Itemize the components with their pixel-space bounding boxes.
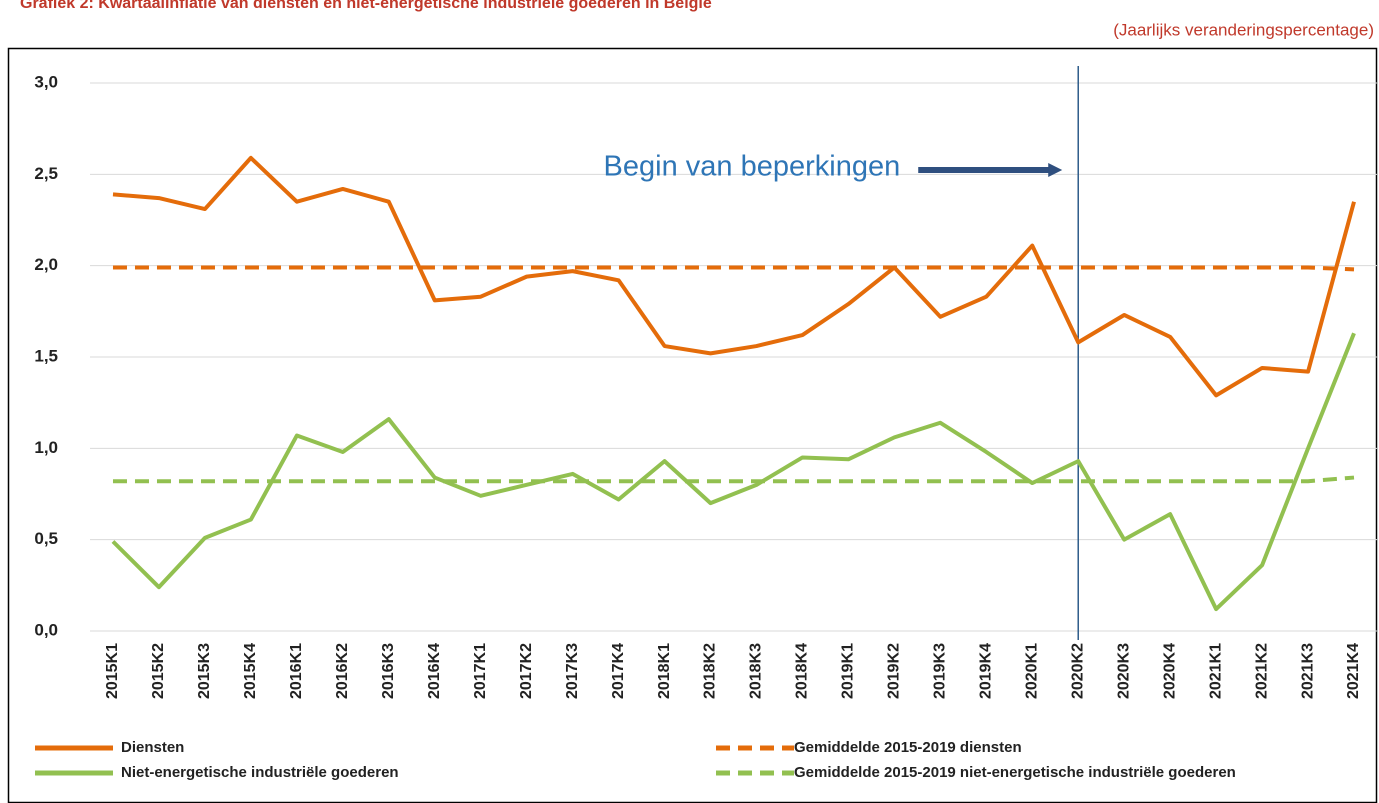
- x-tick-label: 2015K1: [104, 643, 121, 699]
- y-tick-label: 2,0: [34, 255, 58, 274]
- annotation-arrowhead: [1048, 163, 1063, 177]
- average-line: [112, 265, 1355, 272]
- y-tick-label: 0,0: [34, 620, 58, 639]
- x-tick-label: 2017K3: [564, 643, 581, 699]
- series-line: [111, 332, 1356, 612]
- chart-title: Grafiek 2: Kwartaalinflatie van diensten…: [20, 0, 712, 12]
- x-tick-label: 2018K3: [748, 643, 765, 699]
- x-tick-label: 2021K2: [1253, 643, 1270, 699]
- y-tick-label: 0,5: [34, 529, 58, 548]
- legend-label: Niet-energetische industriële goederen: [121, 764, 399, 781]
- x-tick-label: 2017K4: [610, 643, 627, 699]
- x-tick-label: 2019K4: [978, 643, 995, 699]
- y-tick-label: 3,0: [34, 72, 58, 91]
- x-tick-label: 2015K3: [196, 643, 213, 699]
- y-tick-label: 1,0: [34, 438, 58, 457]
- x-tick-label: 2016K2: [334, 643, 351, 699]
- chart-subtitle: (Jaarlijks veranderingspercentage): [1113, 20, 1374, 39]
- annotation: Begin van beperkingen: [604, 151, 901, 183]
- x-tick-label: 2021K1: [1207, 643, 1224, 699]
- legend-label: Diensten: [121, 739, 184, 756]
- x-tick-label: 2019K3: [932, 643, 949, 699]
- x-tick-label: 2018K1: [656, 643, 673, 699]
- legend-label: Gemiddelde 2015-2019 diensten: [794, 739, 1022, 756]
- x-tick-label: 2018K2: [702, 643, 719, 699]
- x-tick-label: 2016K3: [380, 643, 397, 699]
- series-line: [112, 155, 1356, 398]
- x-tick-label: 2015K2: [150, 643, 167, 699]
- x-tick-label: 2021K4: [1345, 643, 1362, 699]
- x-tick-label: 2020K2: [1069, 643, 1086, 699]
- x-tick-label: 2017K2: [518, 643, 535, 699]
- x-tick-label: 2016K1: [288, 643, 305, 699]
- x-tick-label: 2017K1: [472, 643, 489, 699]
- y-tick-label: 1,5: [34, 346, 58, 365]
- x-tick-label: 2020K1: [1023, 643, 1040, 699]
- x-tick-label: 2020K4: [1161, 643, 1178, 699]
- average-line: [112, 475, 1355, 484]
- legend-label: Gemiddelde 2015-2019 niet-energetische i…: [794, 764, 1236, 781]
- x-tick-label: 2019K2: [886, 643, 903, 699]
- x-tick-label: 2021K3: [1299, 643, 1316, 699]
- x-tick-label: 2020K3: [1115, 643, 1132, 699]
- y-tick-label: 2,5: [34, 164, 58, 183]
- x-tick-label: 2016K4: [426, 643, 443, 699]
- x-tick-label: 2019K1: [840, 643, 857, 699]
- x-tick-label: 2015K4: [242, 643, 259, 699]
- x-tick-label: 2018K4: [794, 643, 811, 699]
